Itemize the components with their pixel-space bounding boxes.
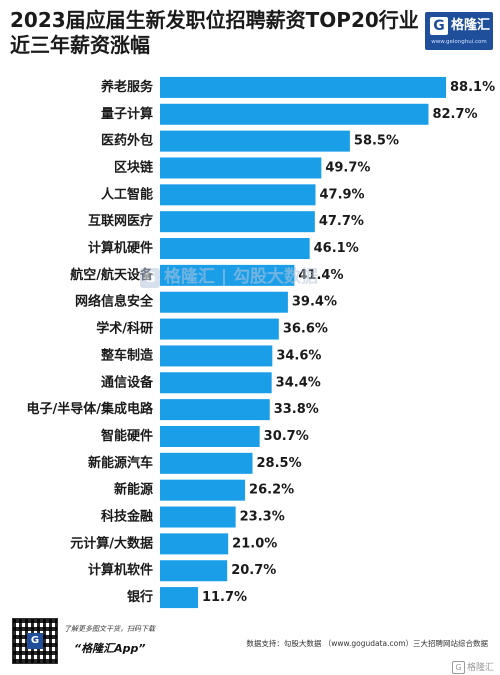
category-label: 通信设备 bbox=[101, 374, 154, 390]
value-label: 46.1% bbox=[314, 241, 359, 256]
chart-title: 2023届应届生新发职位招聘薪资TOP20行业 近三年薪资涨幅 bbox=[10, 8, 419, 58]
bar bbox=[160, 372, 272, 394]
bar bbox=[160, 76, 446, 98]
category-label: 新能源 bbox=[114, 482, 153, 498]
category-label: 计算机软件 bbox=[88, 562, 153, 578]
category-label: 量子计算 bbox=[101, 106, 153, 122]
data-source: 数据支持：勾股大数据 （www.gogudata.com）三大招聘网站综合数据 bbox=[246, 639, 488, 648]
category-label: 整车制造 bbox=[100, 347, 154, 363]
value-label: 39.4% bbox=[292, 295, 337, 310]
brand-logo: G 格隆汇 www.gelonghui.com bbox=[425, 12, 493, 50]
category-label: 养老服务 bbox=[100, 79, 154, 95]
bar bbox=[160, 425, 260, 447]
category-label: 计算机硬件 bbox=[88, 240, 153, 256]
value-label: 47.9% bbox=[319, 187, 364, 202]
value-label: 30.7% bbox=[264, 429, 309, 444]
value-label: 26.2% bbox=[249, 483, 294, 498]
bar bbox=[160, 157, 322, 179]
value-label: 20.7% bbox=[231, 563, 276, 578]
category-label: 医药外包 bbox=[101, 133, 153, 149]
value-label: 36.6% bbox=[283, 322, 328, 337]
category-label: 区块链 bbox=[114, 159, 154, 175]
qr-code-icon: G bbox=[12, 618, 58, 664]
category-label: 学术/科研 bbox=[96, 321, 153, 337]
value-label: 58.5% bbox=[354, 134, 399, 149]
value-label: 33.8% bbox=[274, 402, 319, 417]
brand-name: 格隆汇 bbox=[451, 18, 491, 33]
category-label: 网络信息安全 bbox=[75, 294, 154, 310]
bar bbox=[160, 533, 229, 555]
value-label: 47.7% bbox=[319, 214, 364, 229]
bar bbox=[160, 506, 236, 528]
bar bbox=[160, 103, 429, 125]
category-label: 互联网医疗 bbox=[88, 213, 153, 229]
chart-title-line-1: 2023届应届生新发职位招聘薪资TOP20行业 bbox=[10, 8, 419, 32]
value-label: 23.3% bbox=[240, 510, 285, 525]
value-label: 49.7% bbox=[325, 160, 370, 175]
value-label: 28.5% bbox=[257, 456, 302, 471]
bar-chart: 养老服务 88.1% 量子计算 82.7% 医药外包 58.5% 区块链 49.7% 人工智能 4… bbox=[27, 76, 495, 609]
corner-watermark-text: 格隆汇 bbox=[466, 663, 494, 673]
category-label: 新能源汽车 bbox=[88, 455, 153, 471]
corner-logo-icon: G bbox=[451, 661, 465, 674]
value-label: 34.4% bbox=[276, 375, 321, 390]
app-name: “格隆汇App” bbox=[74, 642, 146, 655]
bar bbox=[160, 479, 246, 501]
category-label: 科技金融 bbox=[101, 509, 153, 525]
scan-prompt: 了解更多图文干货，扫码下载 bbox=[64, 625, 155, 633]
corner-watermark: G 格隆汇 bbox=[451, 660, 494, 674]
bar bbox=[160, 560, 228, 582]
bar bbox=[160, 345, 273, 367]
footer: G 了解更多图文干货，扫码下载 “格隆汇App” 数据支持：勾股大数据 （www… bbox=[0, 612, 500, 675]
value-label: 41.4% bbox=[298, 268, 343, 283]
bar bbox=[160, 184, 316, 206]
category-label: 元计算/大数据 bbox=[70, 535, 153, 551]
value-label: 11.7% bbox=[202, 590, 247, 605]
bar bbox=[160, 211, 315, 233]
qr-logo-icon: G bbox=[27, 633, 43, 649]
category-label: 航空/航天设备 bbox=[70, 267, 154, 283]
bar bbox=[160, 264, 295, 286]
value-label: 21.0% bbox=[232, 536, 277, 551]
category-label: 电子/半导体/集成电路 bbox=[27, 401, 154, 417]
category-label: 银行 bbox=[127, 589, 153, 605]
value-label: 82.7% bbox=[432, 107, 477, 122]
bar bbox=[160, 452, 253, 474]
value-label: 34.6% bbox=[276, 348, 321, 363]
value-label: 88.1% bbox=[450, 80, 495, 95]
brand-url: www.gelonghui.com bbox=[431, 39, 487, 45]
category-label: 智能硬件 bbox=[101, 428, 153, 444]
brand-logo-icon: G bbox=[430, 17, 448, 35]
bar bbox=[160, 318, 279, 340]
bar bbox=[160, 291, 288, 313]
chart-title-line-2: 近三年薪资涨幅 bbox=[10, 33, 150, 57]
bar bbox=[160, 238, 310, 260]
category-label: 人工智能 bbox=[101, 186, 153, 202]
bar bbox=[160, 587, 198, 609]
bar bbox=[160, 130, 350, 152]
bar bbox=[160, 399, 270, 421]
